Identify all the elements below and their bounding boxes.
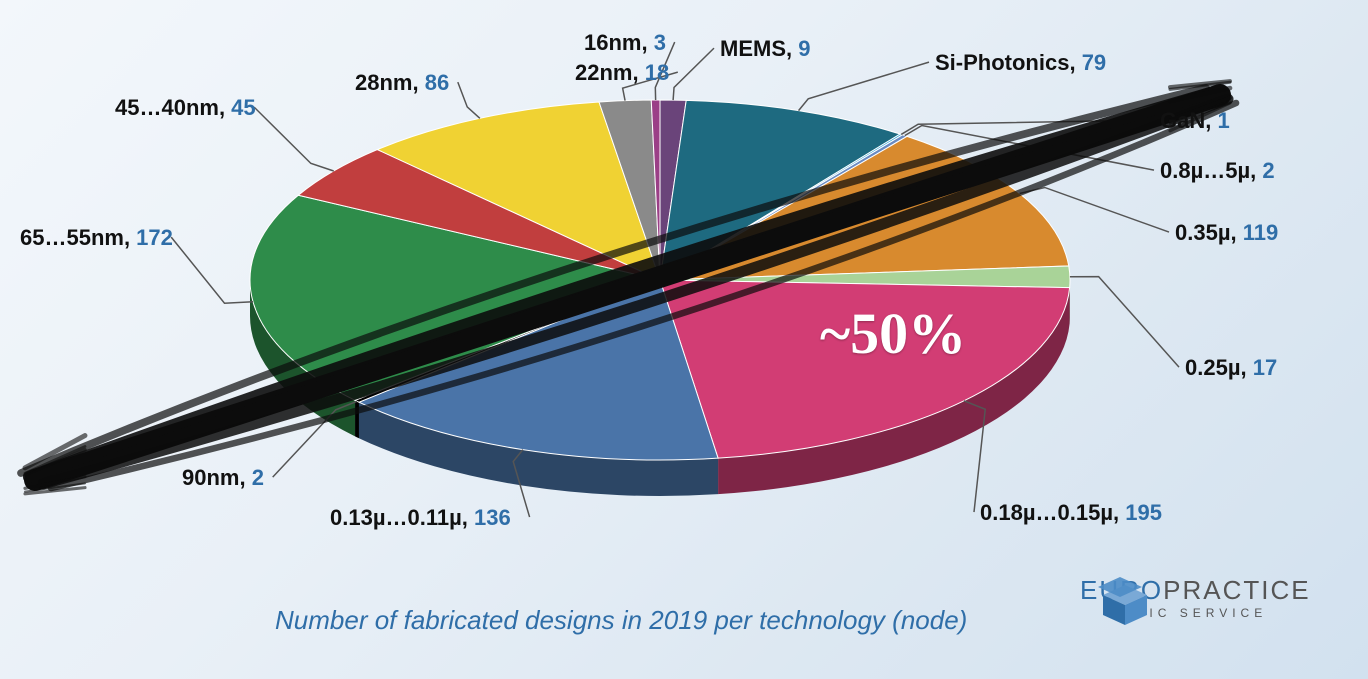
leader-line xyxy=(458,82,480,118)
leader-line xyxy=(171,237,253,303)
leader-line xyxy=(655,42,674,100)
logo-cube-icon xyxy=(1080,575,1170,630)
chart-caption: Number of fabricated designs in 2019 per… xyxy=(275,605,967,636)
leader-line xyxy=(673,48,714,100)
leader-line xyxy=(799,62,929,110)
logo-brand-secondary: PRACTICE xyxy=(1163,575,1310,605)
leader-line xyxy=(1070,277,1179,368)
brand-logo: EUROPRACTICE ASIC SERVICE xyxy=(1080,575,1311,620)
pie-side xyxy=(355,400,359,438)
leader-line xyxy=(623,72,678,101)
pie-slice xyxy=(660,280,1070,458)
leader-line xyxy=(254,107,334,171)
